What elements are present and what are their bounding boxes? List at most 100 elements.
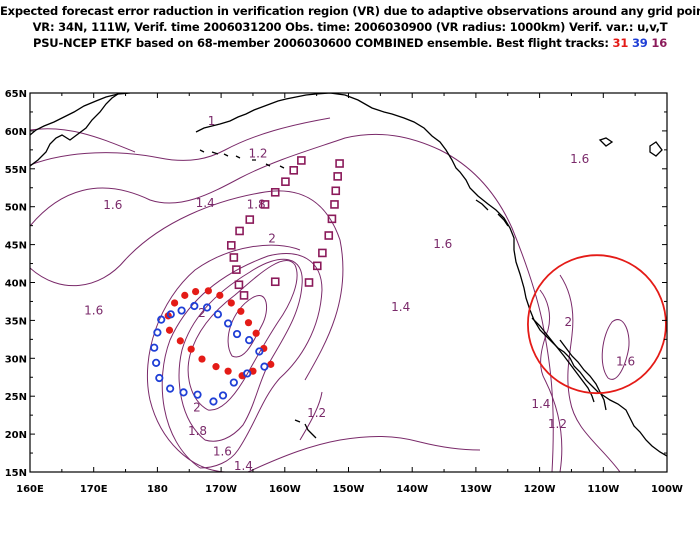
coastline-aleutians bbox=[199, 149, 285, 169]
coastline-mid-pacific bbox=[294, 419, 317, 439]
track-39-point bbox=[166, 384, 175, 393]
track-16-point bbox=[327, 214, 337, 224]
track-39-point bbox=[179, 388, 188, 397]
track-39-point bbox=[152, 358, 161, 367]
contour-label: 1.6 bbox=[84, 304, 103, 318]
track-16-point bbox=[245, 215, 255, 224]
track-39-point bbox=[260, 362, 269, 371]
track-39-point bbox=[193, 390, 202, 399]
coastline-alaska bbox=[195, 93, 667, 457]
contour-label: 1.6 bbox=[213, 445, 232, 459]
lon-tick-label: 110W bbox=[587, 484, 619, 495]
latitude-labels: 15N 20N 25N 30N 35N 40N 45N 50N 55N 60N 65N bbox=[5, 89, 27, 479]
track-39-point bbox=[229, 378, 238, 387]
lat-tick-label: 30N bbox=[5, 354, 27, 365]
lon-tick-label: 160W bbox=[269, 484, 301, 495]
track-16-point bbox=[330, 200, 339, 209]
contour-line bbox=[227, 295, 268, 358]
lon-tick-label: 170E bbox=[80, 484, 108, 495]
track-39-point bbox=[177, 306, 186, 315]
contour-label: 1.4 bbox=[196, 196, 215, 210]
track-16-point bbox=[260, 200, 270, 209]
plot-area: 11.21.41.6 1.821.61.61.61.421.61.41.21.22… bbox=[30, 93, 667, 473]
track-16-point bbox=[229, 253, 239, 262]
track-16-point bbox=[270, 187, 280, 197]
track-31-point bbox=[204, 287, 212, 295]
contour-label: 1.6 bbox=[616, 354, 635, 368]
lat-tick-label: 25N bbox=[5, 392, 27, 403]
coastlines bbox=[30, 93, 667, 457]
track-16-point bbox=[234, 280, 244, 290]
track-16-point bbox=[318, 248, 327, 258]
contour-label: 1.6 bbox=[570, 152, 589, 166]
track-31-point bbox=[227, 299, 235, 307]
track-39-point bbox=[166, 310, 175, 319]
lon-tick-label: 130W bbox=[460, 484, 492, 495]
track-16-point bbox=[297, 156, 306, 165]
contour-line bbox=[178, 258, 303, 442]
contour-label: 2 bbox=[198, 306, 206, 320]
axis-ticks bbox=[29, 92, 668, 473]
contour-label: 1.8 bbox=[188, 424, 207, 438]
track-31-point bbox=[187, 345, 195, 353]
lon-tick-label: 170W bbox=[205, 484, 237, 495]
track-31-point bbox=[192, 287, 200, 296]
track-31-point bbox=[176, 337, 184, 345]
contour-label: 2 bbox=[268, 232, 276, 246]
contour-line bbox=[161, 253, 323, 469]
contour-line bbox=[30, 117, 331, 166]
verification-region-circle bbox=[527, 254, 667, 395]
contour-label: 2 bbox=[193, 401, 201, 415]
track-31-point bbox=[165, 326, 174, 334]
contour-line bbox=[247, 436, 481, 472]
lat-tick-label: 35N bbox=[5, 316, 27, 327]
track-16-point bbox=[312, 261, 322, 271]
coastline-gulf-california bbox=[559, 339, 607, 411]
track-39-point bbox=[155, 373, 164, 383]
coastline-hudson-bay bbox=[598, 137, 663, 157]
contour-label: 1.6 bbox=[103, 198, 122, 212]
track-39-point bbox=[153, 328, 162, 337]
contour-label: 1.4 bbox=[234, 459, 253, 473]
track-16-point bbox=[304, 278, 314, 287]
track-39-point bbox=[157, 315, 166, 324]
track-39-point bbox=[209, 397, 218, 406]
track-31-point bbox=[198, 355, 206, 363]
title-line-1: Expected forecast error raduction in ver… bbox=[0, 4, 700, 18]
lon-tick-label: 180 bbox=[147, 484, 168, 495]
contour-label: 2 bbox=[564, 315, 572, 329]
contour-label: 1.2 bbox=[307, 406, 326, 420]
track-16-point bbox=[335, 159, 344, 168]
track-31-point bbox=[212, 363, 220, 371]
track-31-point bbox=[267, 360, 275, 368]
track-39-point bbox=[245, 336, 254, 345]
track-31-point bbox=[181, 291, 189, 299]
track-39-point bbox=[213, 310, 223, 319]
lon-tick-label: 140W bbox=[396, 484, 428, 495]
track-39-point bbox=[218, 391, 228, 400]
lat-tick-label: 60N bbox=[5, 127, 27, 138]
lon-tick-label: 160E bbox=[16, 484, 44, 495]
lat-tick-label: 65N bbox=[5, 89, 27, 100]
contour-label: 1 bbox=[208, 114, 216, 128]
track-31-point bbox=[252, 329, 260, 337]
contour-label: 1.2 bbox=[248, 147, 267, 161]
track-16-point bbox=[281, 177, 290, 186]
track-16-point bbox=[226, 241, 236, 250]
coastline-kamchatka bbox=[30, 93, 119, 167]
contour-line bbox=[299, 391, 323, 441]
lat-tick-label: 50N bbox=[5, 203, 27, 214]
flight-tracks bbox=[150, 156, 344, 406]
coastline-asia bbox=[30, 93, 131, 136]
track-39-point bbox=[255, 347, 264, 356]
lon-tick-label: 120W bbox=[524, 484, 556, 495]
track-16-point bbox=[331, 186, 341, 196]
contour-line bbox=[146, 244, 301, 472]
track-31-point bbox=[224, 367, 232, 375]
track-39-point bbox=[190, 301, 199, 311]
track-39-point bbox=[202, 303, 212, 312]
track-31-point bbox=[244, 319, 253, 327]
lat-tick-label: 15N bbox=[5, 468, 27, 479]
track-39-legend: 39 bbox=[631, 36, 648, 50]
